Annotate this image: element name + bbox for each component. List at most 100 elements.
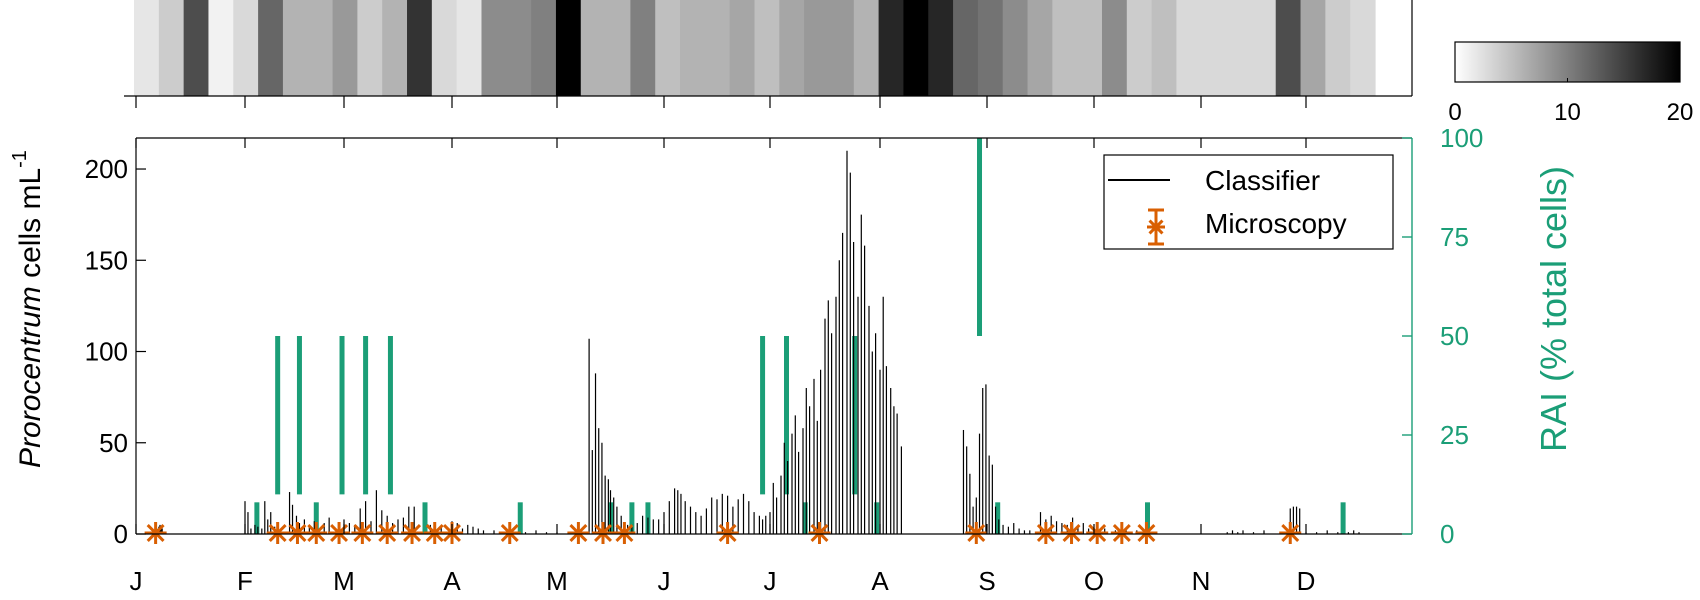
microscopy-marker: [567, 522, 590, 544]
y-right-tick-label: 100: [1440, 123, 1483, 153]
microscopy-marker: [592, 522, 615, 544]
heat-cell: [804, 0, 830, 96]
microscopy-marker: [808, 522, 831, 544]
y-right-tick-label: 25: [1440, 420, 1469, 450]
heat-cell: [704, 0, 731, 96]
heat-cell: [307, 0, 334, 96]
heat-cell: [1250, 0, 1277, 96]
microscopy-marker: [328, 522, 351, 544]
microscopy-marker: [1034, 522, 1057, 544]
x-tick-label: S: [978, 566, 995, 596]
heat-cell: [1151, 0, 1178, 96]
legend-microscopy-label: Microscopy: [1205, 208, 1347, 239]
colorbar: 0 10 20: [1448, 41, 1694, 126]
heat-cell: [1300, 0, 1326, 96]
microscopy-marker: [351, 522, 374, 544]
microscopy-marker: [144, 522, 167, 544]
y-left-axis-label: Prorocentrum cells mL-1: [9, 150, 47, 468]
heat-cell: [332, 0, 358, 96]
heat-cell: [878, 0, 905, 96]
heat-cell: [1226, 0, 1252, 96]
microscopy-marker: [286, 522, 309, 544]
microscopy-marker: [498, 522, 521, 544]
heat-cell: [605, 0, 631, 96]
heat-cell: [183, 0, 210, 96]
microscopy-marker: [305, 522, 328, 544]
heat-cell: [828, 0, 855, 96]
x-tick-label: M: [333, 566, 355, 596]
x-tick-label: A: [443, 566, 461, 596]
heat-cell: [1325, 0, 1351, 96]
heat-cell: [754, 0, 780, 96]
heat-cell: [1027, 0, 1053, 96]
heat-cell: [853, 0, 880, 96]
colorbar-tick-label: 20: [1667, 99, 1694, 126]
microscopy-marker: [1060, 522, 1083, 544]
x-tick-label: D: [1297, 566, 1316, 596]
heat-cell: [729, 0, 756, 96]
x-tick-label: M: [546, 566, 568, 596]
x-tick-label: J: [658, 566, 671, 596]
y-left-tick-label: 50: [99, 428, 128, 458]
heat-cell: [1350, 0, 1376, 96]
rai-series: [254, 138, 1346, 534]
heat-cell: [555, 0, 582, 96]
microscopy-marker: [401, 522, 424, 544]
x-tick-label: A: [871, 566, 889, 596]
legend-star: [1147, 218, 1165, 236]
heat-cell: [1126, 0, 1153, 96]
heat-cell: [481, 0, 507, 96]
heat-strip: [134, 0, 1376, 96]
heat-cell: [506, 0, 532, 96]
main-axes: 0 50 100 150 200 0 25 50 75 100 J F M A M J J A S O N D: [85, 123, 1484, 596]
microscopy-marker: [376, 522, 399, 544]
y-left-tick-label: 100: [85, 337, 128, 367]
heat-cell: [928, 0, 954, 96]
colorbar-tick-label: 0: [1448, 99, 1461, 126]
y-left-tick-label: 150: [85, 245, 128, 275]
microscopy-marker: [1110, 522, 1133, 544]
heat-cell: [680, 0, 706, 96]
legend: Classifier Microscopy: [1103, 154, 1394, 250]
colorbar-tick-label: 10: [1554, 99, 1581, 126]
heat-cell: [953, 0, 979, 96]
x-tick-label: O: [1084, 566, 1104, 596]
classifier-series: [153, 150, 1360, 534]
heat-cell: [1077, 0, 1103, 96]
heat-cell: [134, 0, 160, 96]
legend-classifier-label: Classifier: [1205, 165, 1320, 196]
microscopy-marker: [716, 522, 739, 544]
colorbar-ramp: [1454, 41, 1681, 83]
heat-cell: [158, 0, 185, 96]
heat-cell: [208, 0, 234, 96]
heat-cell: [1002, 0, 1029, 96]
y-right-axis-label: RAI (% total cells): [1533, 166, 1574, 452]
heat-cell: [531, 0, 557, 96]
legend-box: [1103, 154, 1394, 250]
heat-cell: [977, 0, 1004, 96]
y-left-tick-label: 200: [85, 154, 128, 184]
heat-cell: [655, 0, 681, 96]
heat-cell: [407, 0, 433, 96]
x-tick-label: J: [130, 566, 143, 596]
heat-cell: [903, 0, 929, 96]
microscopy-series: [144, 522, 1302, 544]
x-tick-label: J: [764, 566, 777, 596]
heat-cell: [1201, 0, 1227, 96]
heat-cell: [1275, 0, 1302, 96]
heat-cell: [1176, 0, 1202, 96]
heat-cell: [233, 0, 259, 96]
microscopy-marker: [1279, 522, 1302, 544]
heat-cell: [456, 0, 483, 96]
heat-cell: [258, 0, 284, 96]
x-tick-label: F: [237, 566, 253, 596]
heat-cell: [779, 0, 805, 96]
microscopy-marker: [1135, 522, 1158, 544]
y-right-tick-label: 0: [1440, 519, 1454, 549]
heat-cell: [357, 0, 383, 96]
heat-strip-axis: [124, 0, 1413, 108]
y-right-tick-label: 50: [1440, 321, 1469, 351]
x-tick-label: N: [1192, 566, 1211, 596]
heat-cell: [580, 0, 607, 96]
